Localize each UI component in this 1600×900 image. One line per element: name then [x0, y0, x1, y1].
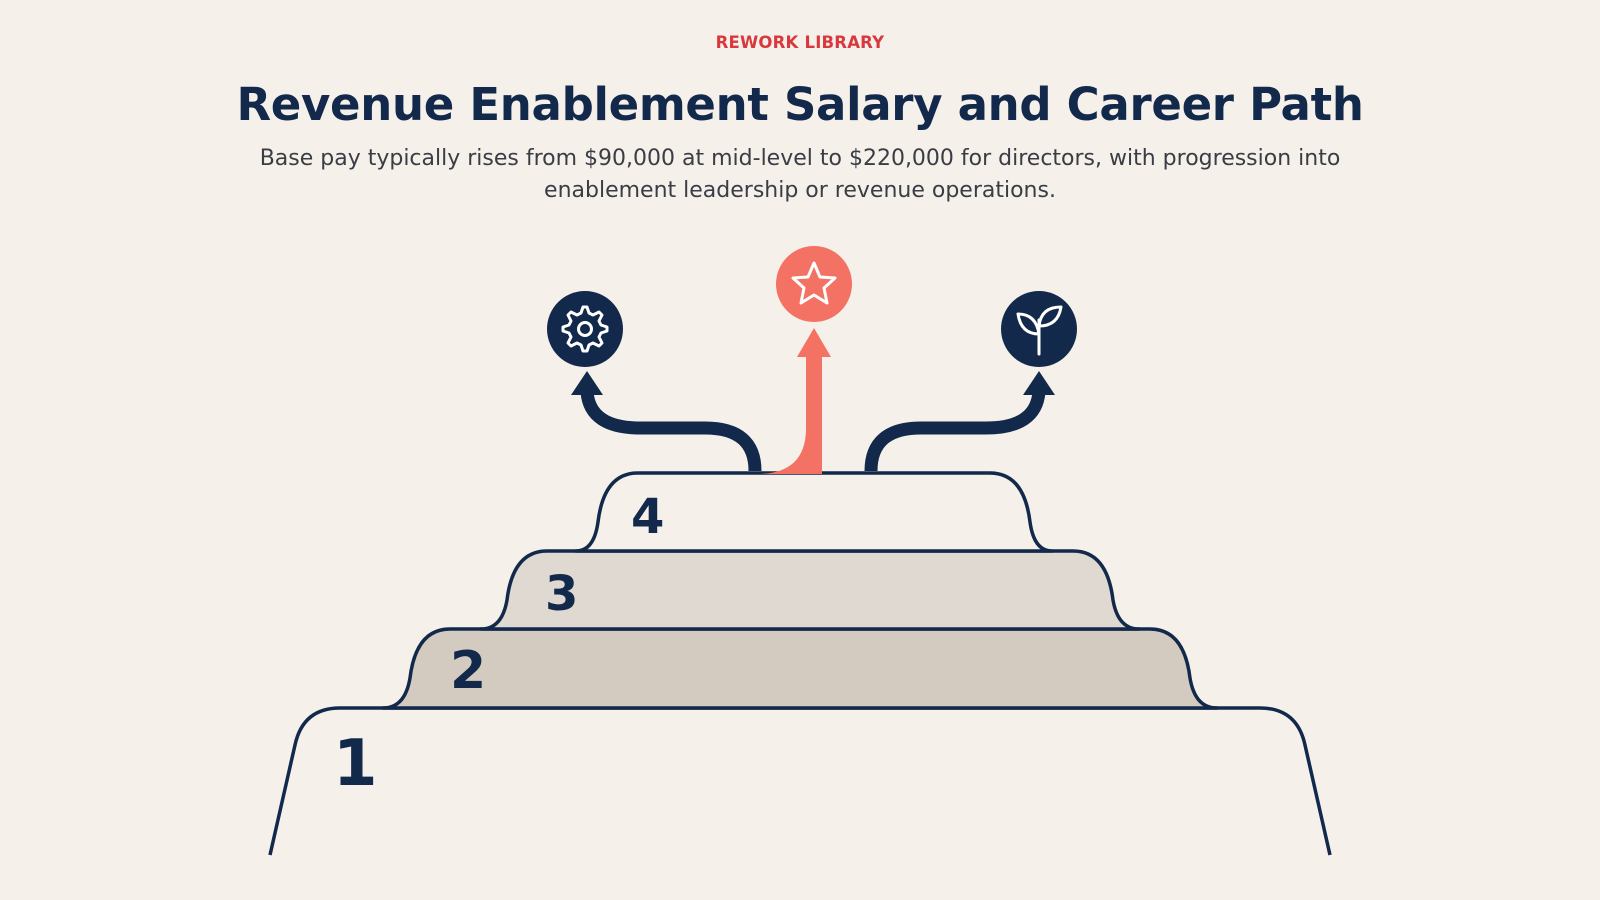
page-title: Revenue Enablement Salary and Career Pat… — [236, 78, 1364, 131]
sprout-icon — [1016, 305, 1063, 356]
step-4: 4 — [574, 471, 1054, 553]
step-1: 1 — [268, 706, 1332, 856]
step-2-shape — [381, 627, 1219, 710]
growth-badge — [1001, 291, 1077, 367]
star-icon — [791, 261, 837, 305]
gear-icon — [561, 305, 609, 353]
step-3-number: 3 — [545, 566, 578, 622]
page-subtitle: Base pay typically rises from $90,000 at… — [259, 146, 1341, 203]
step-2-number: 2 — [450, 641, 486, 701]
path-arrow-center — [757, 328, 831, 474]
step-3: 3 — [479, 549, 1141, 631]
step-4-shape — [574, 471, 1054, 553]
step-1-number: 1 — [333, 727, 378, 801]
step-2: 2 — [381, 627, 1219, 710]
step-4-number: 4 — [631, 489, 664, 545]
path-arrow-left — [571, 371, 762, 472]
path-arrow-right — [864, 371, 1055, 472]
step-1-shape — [270, 708, 1330, 855]
operations-badge — [547, 291, 623, 367]
leadership-badge — [776, 246, 852, 322]
eyebrow-label: REWORK LIBRARY — [715, 33, 885, 52]
step-3-shape — [479, 549, 1141, 631]
